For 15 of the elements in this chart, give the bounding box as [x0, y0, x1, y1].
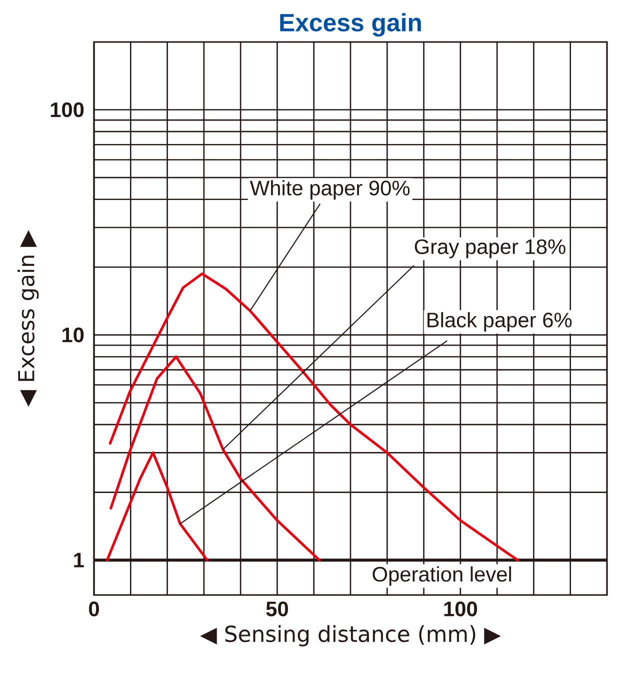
x-axis-title: ◀ Sensing distance (mm) ▶ [200, 625, 501, 646]
text: Gray paper 18% [414, 239, 566, 258]
text: White paper 90% [250, 180, 410, 200]
x-tick-label: 100 [444, 602, 478, 616]
x-tick-label: 50 [266, 602, 288, 616]
line-series [110, 355, 321, 562]
y-axis-title: ◀ Excess gain ▶ [18, 230, 39, 407]
ref-line-label: Operation level [372, 566, 512, 586]
y-tick-label: 100 [50, 102, 84, 118]
y-tick-label: 1 [74, 552, 84, 568]
text: Black paper 6% [428, 312, 572, 332]
x-tick-label: 0 [89, 602, 99, 616]
y-tick-label: 10 [62, 328, 84, 342]
chart-title: Excess gain [280, 13, 421, 36]
line-series [106, 451, 209, 562]
